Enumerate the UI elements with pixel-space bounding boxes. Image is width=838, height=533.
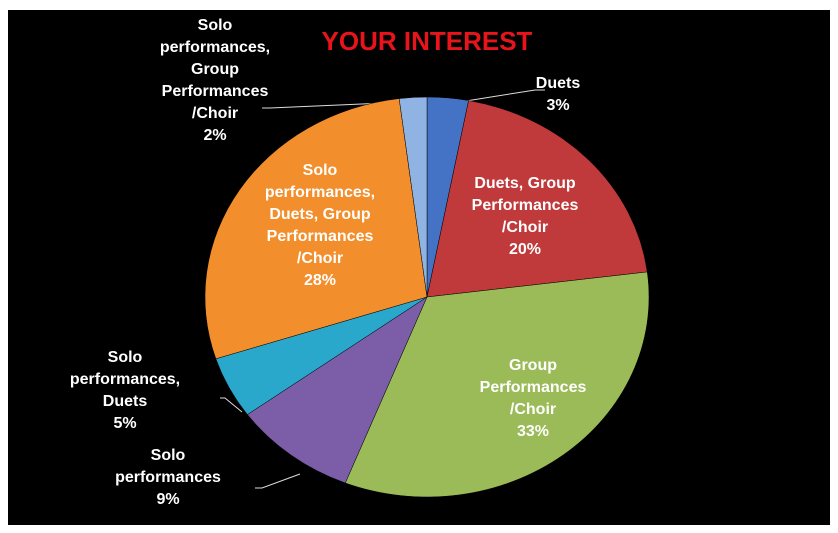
- label-line: /Choir: [192, 105, 238, 122]
- slice-label: Solo performances, Duets: [70, 349, 180, 410]
- pie-slice: [398, 96, 428, 298]
- value-label: 2%: [203, 127, 226, 144]
- leader-line: [220, 397, 243, 413]
- slice-label: Duets: [536, 75, 581, 92]
- label-line: Performances: [267, 228, 374, 245]
- label-line: Performances: [162, 83, 269, 100]
- leader-line: [446, 89, 545, 105]
- slice-label: Solo performances, Group Performances/Choir: [160, 17, 270, 122]
- label-line: Solo: [151, 447, 186, 464]
- leader-line: [255, 473, 301, 489]
- leader-line: [262, 101, 409, 109]
- pie-slice: [204, 98, 428, 360]
- value-label: 28%: [304, 272, 336, 289]
- label-line: performances: [115, 469, 221, 486]
- value-label: 5%: [113, 415, 136, 432]
- value-label: 33%: [517, 423, 549, 440]
- label-line: Duets, Group: [474, 175, 576, 192]
- pie-slice: [344, 271, 650, 498]
- label-line: Duets, Group: [269, 206, 371, 223]
- label-line: performances,: [160, 39, 270, 56]
- slice-label: Duets, Group Performances/Choir: [472, 175, 579, 236]
- label-line: Performances: [472, 197, 579, 214]
- leader-lines: [220, 89, 545, 489]
- label-line: Solo: [303, 162, 338, 179]
- label-line: Performances: [480, 379, 587, 396]
- label-line: performances,: [70, 371, 180, 388]
- label-line: performances,: [265, 184, 375, 201]
- slice-label: Solo performances, Duets, Group Performance…: [265, 162, 375, 267]
- label-line: Duets: [536, 75, 581, 92]
- value-label: 3%: [546, 97, 569, 114]
- chart-title: YOUR INTEREST: [322, 26, 533, 56]
- slice-label: Group Performances/Choir: [480, 357, 587, 418]
- slice-label: Solo performances: [115, 447, 221, 486]
- label-line: /Choir: [510, 401, 556, 418]
- value-label: 9%: [156, 491, 179, 508]
- pie-slice: [247, 296, 428, 484]
- label-line: Group: [191, 61, 239, 78]
- label-line: Solo: [108, 349, 143, 366]
- pie-slice: [426, 100, 648, 298]
- label-line: Duets: [103, 393, 148, 410]
- label-line: /Choir: [502, 219, 548, 236]
- label-line: /Choir: [297, 250, 343, 267]
- label-line: Group: [509, 357, 557, 374]
- value-label: 20%: [509, 241, 541, 258]
- label-line: Solo: [198, 17, 233, 34]
